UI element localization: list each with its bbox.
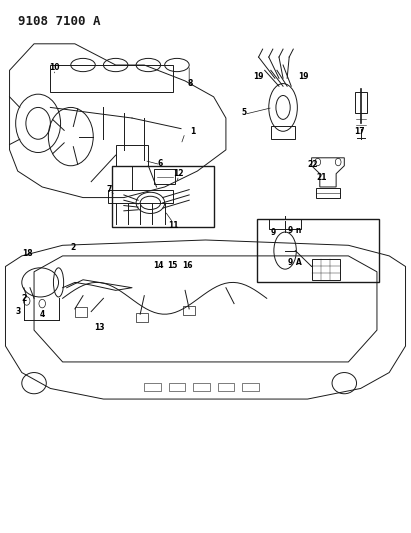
Text: 12: 12 xyxy=(173,169,184,178)
Bar xyxy=(144,383,161,391)
Bar xyxy=(271,126,296,139)
Text: 18: 18 xyxy=(22,249,32,258)
Text: 8: 8 xyxy=(188,79,193,88)
Text: 9108 7100 A: 9108 7100 A xyxy=(18,14,100,28)
Bar xyxy=(242,383,259,391)
Text: 5: 5 xyxy=(242,108,247,117)
Bar xyxy=(218,383,234,391)
Text: 16: 16 xyxy=(182,261,192,270)
Text: 2: 2 xyxy=(21,294,26,303)
Text: 19: 19 xyxy=(253,72,263,81)
Text: 21: 21 xyxy=(316,173,327,182)
Text: 19: 19 xyxy=(298,72,309,81)
Text: 9 n: 9 n xyxy=(288,227,301,236)
Bar xyxy=(316,188,340,198)
Text: 1: 1 xyxy=(191,127,196,136)
Text: 14: 14 xyxy=(153,261,164,270)
Text: 3: 3 xyxy=(16,307,21,316)
Text: 10: 10 xyxy=(50,63,60,72)
Bar xyxy=(269,219,301,229)
Bar xyxy=(115,144,148,166)
Bar xyxy=(355,92,367,113)
Text: 4: 4 xyxy=(39,310,45,319)
Text: 22: 22 xyxy=(307,160,318,169)
Text: 13: 13 xyxy=(94,323,105,332)
Text: 6: 6 xyxy=(158,159,163,167)
Bar xyxy=(312,259,340,280)
Text: 9 A: 9 A xyxy=(288,259,301,267)
Text: 15: 15 xyxy=(168,261,178,270)
Text: 11: 11 xyxy=(168,221,178,230)
Bar xyxy=(155,169,175,184)
Bar xyxy=(169,383,185,391)
Bar xyxy=(136,313,148,322)
Text: 17: 17 xyxy=(355,127,365,136)
Bar xyxy=(193,383,210,391)
Text: 9: 9 xyxy=(270,228,275,237)
Bar xyxy=(75,308,87,317)
Bar xyxy=(183,306,195,316)
Text: 2: 2 xyxy=(70,244,76,253)
Text: 7: 7 xyxy=(107,185,112,194)
